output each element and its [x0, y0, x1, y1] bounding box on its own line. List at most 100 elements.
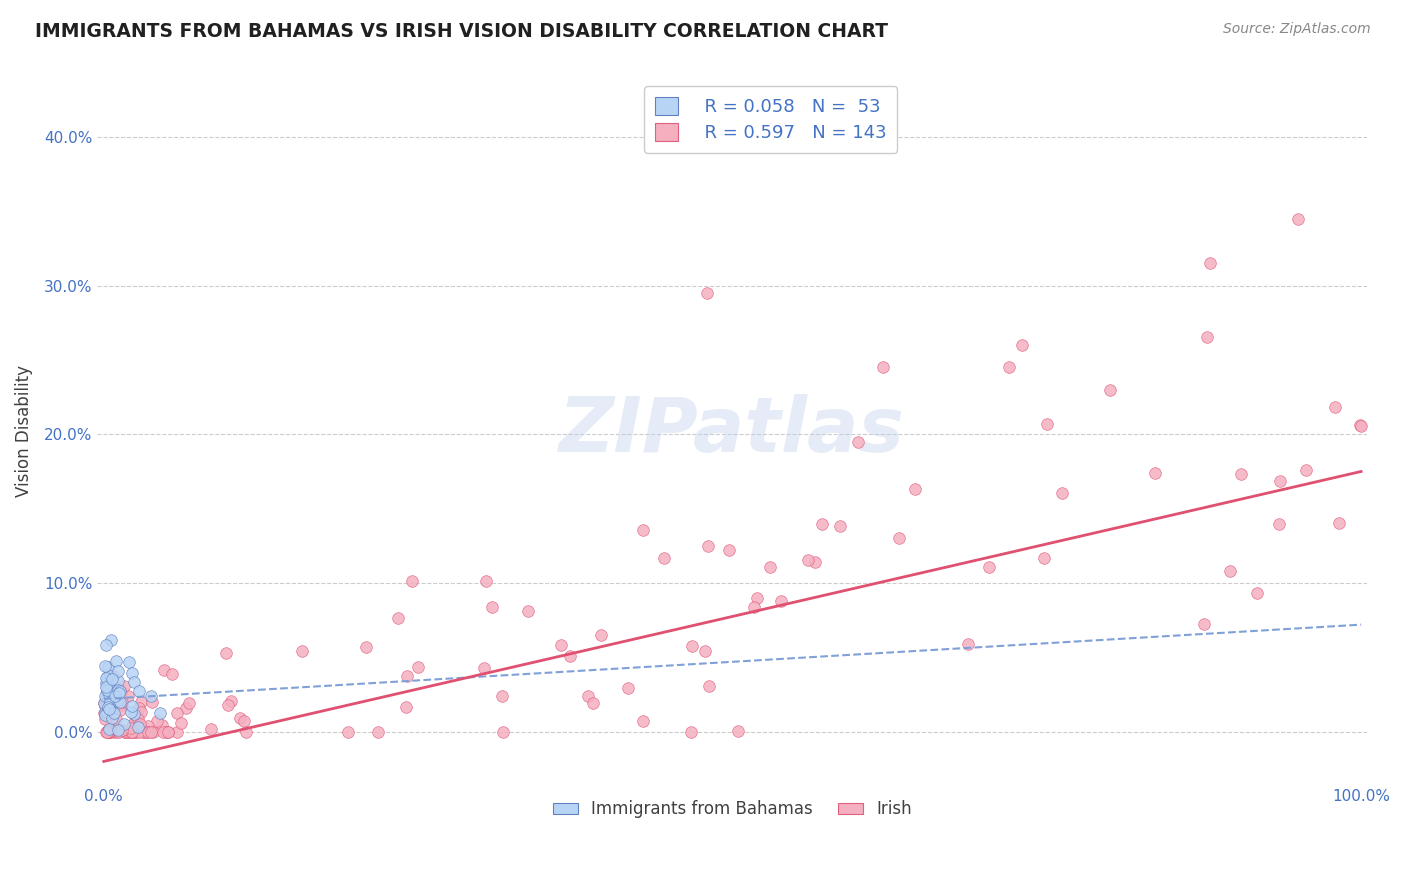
Point	[100, 673, 122, 687]
Point	[97, 724, 120, 739]
Point	[97, 724, 120, 739]
Point	[112, 679, 135, 693]
Point	[578, 690, 600, 704]
Point	[846, 434, 869, 449]
Point	[96, 724, 118, 739]
Point	[581, 696, 603, 710]
Point	[337, 724, 360, 739]
Point	[1219, 564, 1241, 578]
Point	[797, 553, 820, 567]
Point	[117, 690, 139, 704]
Point	[122, 675, 145, 690]
Point	[291, 644, 314, 658]
Point	[150, 718, 173, 732]
Point	[998, 360, 1021, 375]
Text: IMMIGRANTS FROM BAHAMAS VS IRISH VISION DISABILITY CORRELATION CHART: IMMIGRANTS FROM BAHAMAS VS IRISH VISION …	[35, 22, 889, 41]
Point	[107, 682, 129, 697]
Point	[122, 717, 145, 731]
Point	[101, 669, 124, 683]
Point	[136, 718, 159, 732]
Point	[229, 711, 252, 725]
Point	[617, 681, 640, 695]
Point	[108, 724, 131, 739]
Point	[697, 680, 720, 694]
Point	[120, 721, 142, 735]
Point	[135, 724, 157, 739]
Point	[904, 482, 927, 496]
Point	[550, 638, 572, 652]
Point	[100, 680, 122, 694]
Point	[94, 724, 117, 739]
Point	[104, 654, 127, 668]
Point	[157, 724, 180, 739]
Point	[148, 706, 170, 721]
Point	[679, 724, 702, 739]
Point	[1327, 516, 1350, 530]
Point	[100, 672, 122, 686]
Point	[110, 703, 132, 717]
Point	[1268, 517, 1291, 532]
Point	[96, 670, 118, 684]
Point	[98, 700, 121, 714]
Point	[101, 718, 124, 732]
Point	[1268, 474, 1291, 488]
Point	[124, 724, 146, 739]
Point	[121, 724, 143, 739]
Point	[517, 604, 540, 618]
Point	[103, 706, 125, 721]
Point	[128, 717, 150, 731]
Point	[695, 644, 717, 658]
Point	[589, 628, 612, 642]
Point	[103, 706, 125, 720]
Point	[100, 707, 122, 722]
Point	[146, 714, 169, 728]
Point	[475, 574, 498, 588]
Point	[132, 724, 155, 739]
Point	[1195, 330, 1218, 344]
Legend: Immigrants from Bahamas, Irish: Immigrants from Bahamas, Irish	[547, 794, 918, 825]
Point	[117, 724, 139, 739]
Point	[108, 686, 131, 700]
Point	[166, 724, 188, 739]
Point	[104, 689, 127, 703]
Point	[128, 684, 150, 698]
Point	[94, 639, 117, 653]
Point	[232, 714, 254, 729]
Point	[94, 707, 117, 722]
Point	[100, 694, 122, 708]
Point	[396, 669, 419, 683]
Point	[117, 655, 139, 669]
Point	[97, 723, 120, 737]
Point	[1050, 486, 1073, 500]
Point	[219, 693, 242, 707]
Text: Source: ZipAtlas.com: Source: ZipAtlas.com	[1223, 22, 1371, 37]
Point	[1011, 338, 1033, 352]
Point	[108, 695, 131, 709]
Point	[129, 694, 152, 708]
Point	[98, 724, 121, 739]
Point	[142, 724, 165, 739]
Point	[401, 574, 423, 589]
Point	[96, 707, 118, 722]
Point	[215, 646, 238, 660]
Point	[96, 705, 118, 719]
Point	[96, 685, 118, 699]
Point	[100, 678, 122, 692]
Point	[122, 706, 145, 721]
Point	[1295, 463, 1317, 477]
Point	[128, 724, 150, 739]
Point	[1033, 550, 1056, 565]
Point	[1144, 466, 1167, 480]
Point	[124, 724, 146, 739]
Point	[117, 724, 139, 739]
Point	[758, 559, 780, 574]
Point	[114, 724, 136, 739]
Point	[481, 599, 503, 614]
Point	[120, 705, 142, 719]
Text: ZIPatlas: ZIPatlas	[560, 393, 905, 467]
Point	[235, 724, 257, 739]
Point	[100, 714, 122, 729]
Point	[107, 693, 129, 707]
Point	[103, 723, 125, 738]
Point	[103, 724, 125, 739]
